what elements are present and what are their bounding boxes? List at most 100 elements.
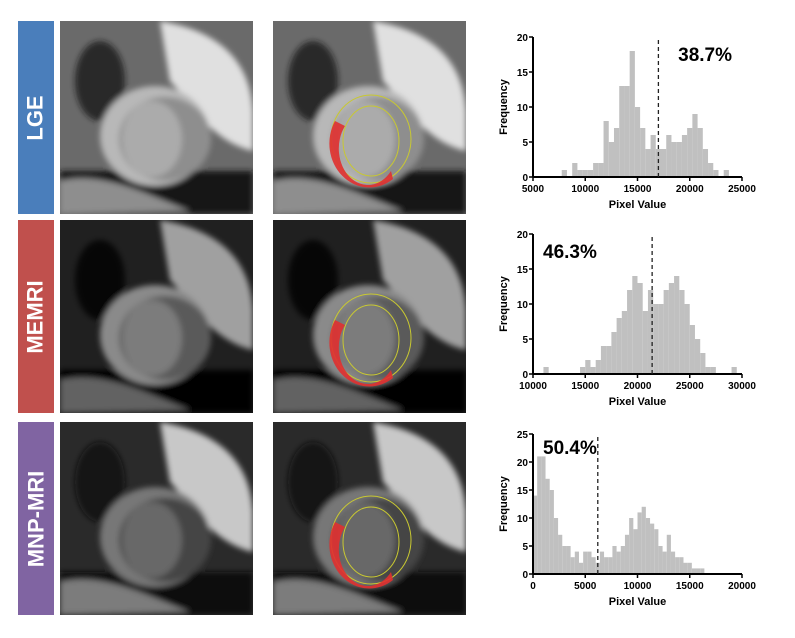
x-axis-label: Pixel Value [609,199,666,211]
histogram-bar [620,546,625,574]
x-axis-label: Pixel Value [609,596,666,608]
y-tick-label: 10 [517,300,529,311]
row-label-text: MNP-MRI [23,470,49,567]
y-tick-label: 0 [522,370,528,381]
histogram-bar [562,546,567,574]
histogram-bar [629,518,634,574]
y-tick-label: 20 [517,33,529,44]
histogram-bar [566,546,571,574]
histogram-bar [553,518,559,574]
segmented-mri-image-memri [273,220,466,413]
histogram-bar [633,529,638,574]
x-tick-label: 10000 [624,581,652,592]
histogram-bar [627,290,633,374]
histogram-bar [683,562,688,574]
histogram-bar [611,332,617,374]
percentage-annotation: 38.7% [678,45,732,66]
histogram-bar [663,290,669,374]
histogram-bar [558,534,563,574]
histogram-bar [545,478,550,574]
x-tick-label: 25000 [676,381,704,392]
histogram-bar [661,149,667,177]
histogram-bar [583,551,588,574]
x-tick-label: 20000 [676,184,704,195]
histogram-bar [606,346,612,374]
y-tick-label: 20 [517,230,529,241]
histogram-bar [543,367,549,374]
histogram-bar [582,170,588,177]
mri-image-mnp-mri [60,422,253,615]
segmented-mri-image-lge [273,21,466,214]
histogram-bar [549,490,554,574]
histogram-bar [650,523,655,574]
infarct-region-overlay [329,320,393,387]
x-tick-label: 25000 [728,184,756,195]
histogram-bar [697,128,703,177]
x-tick-label: 20000 [728,581,756,592]
histogram-bar [700,353,706,374]
x-tick-label: 15000 [676,581,704,592]
x-tick-label: 15000 [624,184,652,195]
histogram-bar [647,290,654,374]
y-tick-label: 5 [522,138,528,149]
histogram-bar [687,562,692,574]
histogram-bar [731,367,737,374]
histogram-bar [619,86,625,177]
histogram-bar [696,568,701,574]
x-tick-label: 10000 [571,184,599,195]
histogram-bar [671,142,677,177]
histogram-bar [642,311,648,374]
histogram-bar [710,367,716,374]
histogram-bar [561,170,567,177]
histogram-bar [666,534,671,574]
infarct-region-overlay [329,121,393,188]
histogram-bar [641,506,646,574]
histogram-bar [572,163,578,177]
histogram-bar [708,163,714,177]
histogram-bar [713,170,719,177]
x-tick-label: 5000 [522,184,545,195]
histogram-bar [608,557,613,574]
row-label-lge: LGE [18,21,54,214]
y-axis-label: Frequency [498,78,510,135]
histogram-bar [666,135,672,177]
x-tick-label: 5000 [574,581,597,592]
histogram-bar [694,339,701,374]
histogram-bar [587,551,592,574]
histogram-bar [675,557,680,574]
histogram-bar [591,557,596,574]
mri-image-lge [60,21,253,214]
percentage-annotation: 46.3% [543,242,597,263]
histogram-lge: 5000 10000 15000 20000 25000 0 5 10 15 20 Pixel Va… [498,33,756,211]
histogram-bar [684,304,690,374]
y-tick-label: 15 [517,486,529,497]
x-tick-label: 10000 [519,381,547,392]
histogram-bar [608,142,614,177]
row-label-text: MEMRI [23,279,49,354]
row-label-mnp-mri: MNP-MRI [18,422,54,615]
y-tick-label: 5 [522,542,528,553]
histogram-bar [705,367,711,374]
x-axis-label: Pixel Value [609,396,666,408]
histogram-bar [533,495,538,574]
x-tick-label: 0 [530,581,536,592]
histogram-bar [654,529,659,574]
histogram-bar [616,551,621,574]
histogram-bar [612,546,617,574]
histogram-mnp-mri: 0 5000 10000 15000 20000 0 5 10 15 20 25 Pixel Valu… [498,430,756,608]
histogram-bar [599,551,605,574]
histogram-bar [613,128,620,177]
y-tick-label: 10 [517,103,529,114]
percentage-annotation: 50.4% [543,438,597,459]
histogram-bar [604,557,609,574]
y-tick-label: 20 [517,458,529,469]
histogram-bar [587,170,594,177]
histogram-bar [570,557,575,574]
histogram-bar [679,290,685,374]
histogram-bar [723,170,729,177]
y-axis-label: Frequency [498,475,510,532]
histogram-bar [689,325,695,374]
histogram-bar [598,163,604,177]
histogram-bar [593,163,599,177]
histogram-bar [595,360,601,374]
